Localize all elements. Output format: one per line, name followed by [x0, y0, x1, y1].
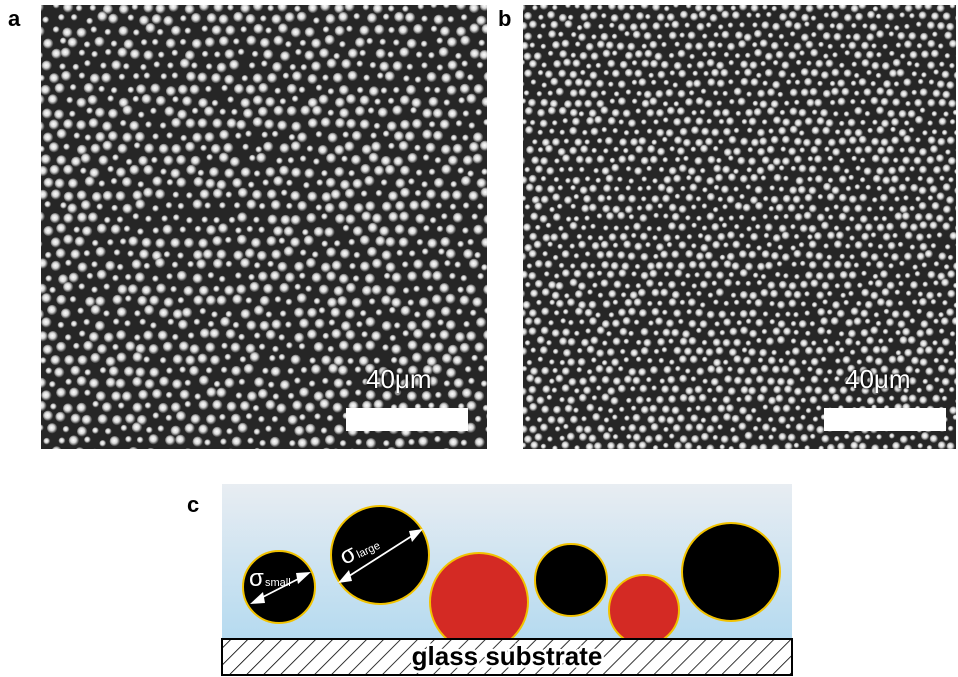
sigma-small-symbol: σ	[249, 565, 264, 592]
small-black-particle	[242, 550, 316, 624]
scale-bar-b	[824, 408, 946, 431]
large-black-particle	[681, 522, 781, 622]
sigma-small-subscript: small	[265, 577, 291, 589]
micrograph-b: 40μm	[523, 5, 956, 449]
sigma-large-arrow	[338, 529, 423, 583]
panel-letter-b: b	[498, 6, 512, 31]
red-particle	[608, 574, 680, 640]
sigma-small-arrow	[250, 572, 311, 604]
panel-letter-c: c	[187, 492, 200, 517]
large-black-particle	[330, 505, 430, 605]
panel-letter-a: a	[8, 6, 21, 31]
red-particle	[429, 552, 529, 640]
glass-substrate	[221, 638, 793, 676]
particle-group	[523, 5, 956, 449]
small-black-particle	[534, 543, 608, 617]
particle-field-a	[41, 5, 487, 449]
schematic-diagram: σ small σ large glass substrate	[221, 484, 793, 676]
particle-group	[41, 5, 487, 449]
particle-field-b	[523, 5, 956, 449]
scale-label-a: 40μm	[366, 364, 432, 394]
micrograph-a: 40μm	[41, 5, 487, 449]
scale-label-b: 40μm	[845, 364, 911, 394]
scale-bar-a	[346, 408, 468, 431]
substrate-label: glass substrate	[412, 641, 603, 671]
